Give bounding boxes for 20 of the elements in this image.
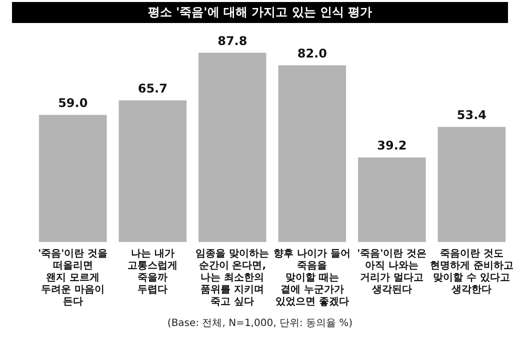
bar bbox=[198, 52, 266, 242]
data-label: 87.8 bbox=[218, 34, 248, 48]
data-label: 39.2 bbox=[377, 138, 407, 153]
x-tick-label: 임종을 맞이하는 순간이 온다면, 나는 최소한의 품위를 지키며 죽고 싶다 bbox=[196, 248, 270, 308]
data-label: 65.7 bbox=[138, 82, 168, 96]
bar bbox=[118, 100, 187, 242]
x-tick-label: 향후 나이가 들어 죽음을 맞이할 때는 곁에 누군가가 있었으면 좋겠다 bbox=[274, 248, 351, 308]
text: (Base: 전체, N=1,000, 단위: 동의율 %) bbox=[166, 317, 354, 330]
x-tick-label: 죽음이란 것도 현명하게 준비하고 맞이할 수 있다고 생각한다 bbox=[430, 248, 514, 296]
data-label: 82.0 bbox=[297, 46, 327, 60]
x-tick-label: 나는 내가 고통스럽게 죽을까 두렵다 bbox=[128, 248, 178, 296]
x-tick-label: '죽음'이란 것을 떠올리면 왠지 모르게 두려운 마음이 든다 bbox=[38, 248, 108, 308]
bar bbox=[438, 126, 506, 242]
data-label: 53.4 bbox=[456, 108, 486, 122]
chart-title: 평소 '죽음'에 대해 가지고 있는 인식 평가 bbox=[12, 2, 508, 23]
x-tick-label: '죽음'이란 것은 아직 나와는 거리가 멀다고 생각된다 bbox=[357, 248, 427, 296]
bar bbox=[38, 114, 107, 242]
data-label: 59.0 bbox=[58, 96, 88, 110]
bar bbox=[278, 65, 346, 242]
bar bbox=[358, 158, 426, 242]
